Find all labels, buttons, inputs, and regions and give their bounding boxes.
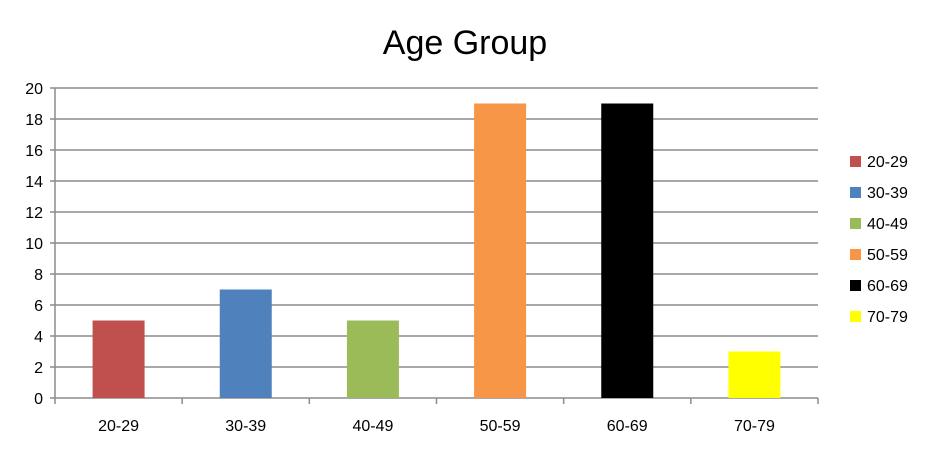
legend-swatch — [850, 249, 861, 260]
x-tick-label: 20-29 — [98, 418, 139, 435]
bars — [92, 103, 781, 398]
legend-swatch — [850, 280, 861, 291]
legend: 20-29 30-39 40-49 50-59 60-69 70-79 — [850, 154, 908, 326]
y-tick-label: 6 — [34, 298, 43, 315]
bar-60-69 — [601, 103, 654, 398]
legend-swatch — [850, 187, 861, 198]
legend-label: 60-69 — [867, 278, 908, 295]
x-tick-label: 30-39 — [225, 418, 266, 435]
legend-label: 50-59 — [867, 247, 908, 264]
legend-swatch — [850, 156, 861, 167]
y-tick-label: 10 — [25, 236, 43, 253]
bar-70-79 — [728, 351, 781, 398]
x-axis: 20-29 30-39 40-49 50-59 60-69 70-79 — [54, 397, 819, 435]
x-tick-label: 50-59 — [480, 418, 521, 435]
bar-50-59 — [474, 103, 527, 398]
y-tick-label: 18 — [25, 112, 43, 129]
bar-30-39 — [219, 289, 272, 398]
y-tick-label: 20 — [25, 81, 43, 98]
legend-label: 70-79 — [867, 309, 908, 326]
y-tick-label: 8 — [34, 267, 43, 284]
gridlines — [55, 87, 818, 368]
x-tick-label: 60-69 — [607, 418, 648, 435]
y-tick-label: 2 — [34, 360, 43, 377]
chart-title: Age Group — [383, 24, 547, 62]
y-tick-label: 4 — [34, 329, 43, 346]
y-tick-label: 14 — [25, 174, 43, 191]
legend-swatch — [850, 311, 861, 322]
y-tick-label: 16 — [25, 143, 43, 160]
bar-20-29 — [92, 320, 145, 398]
legend-label: 30-39 — [867, 185, 908, 202]
y-axis: 0 2 4 6 8 10 12 14 16 18 20 — [25, 81, 56, 408]
legend-label: 40-49 — [867, 216, 908, 233]
bar-40-49 — [346, 320, 399, 398]
y-tick-label: 12 — [25, 205, 43, 222]
y-tick-label: 0 — [34, 391, 43, 408]
x-tick-label: 40-49 — [352, 418, 393, 435]
x-tick-label: 70-79 — [734, 418, 775, 435]
legend-label: 20-29 — [867, 154, 908, 171]
legend-swatch — [850, 218, 861, 229]
